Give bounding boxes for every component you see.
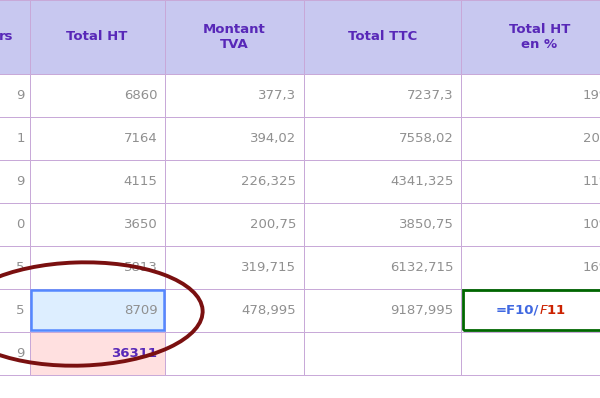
Text: 3850,75: 3850,75 — [399, 218, 454, 230]
Bar — [29, 74, 165, 117]
Bar — [461, 289, 600, 332]
Text: 36311: 36311 — [112, 347, 158, 359]
Text: 478,995: 478,995 — [242, 304, 296, 316]
Bar — [304, 160, 461, 203]
Text: 5: 5 — [16, 304, 25, 316]
Text: 200,75: 200,75 — [250, 218, 296, 230]
Text: 6860: 6860 — [124, 89, 158, 101]
Text: 20%: 20% — [583, 132, 600, 144]
Bar — [165, 289, 304, 332]
Bar — [29, 332, 165, 375]
Text: 8709: 8709 — [124, 304, 158, 316]
Bar — [165, 203, 304, 246]
Bar — [29, 289, 165, 332]
Text: 377,3: 377,3 — [259, 89, 296, 101]
Text: 4115: 4115 — [124, 175, 158, 187]
Bar — [461, 332, 600, 375]
Bar — [0, 117, 29, 160]
Bar — [0, 74, 29, 117]
Text: 19%: 19% — [583, 89, 600, 101]
Text: rs: rs — [0, 30, 13, 43]
Bar — [0, 0, 29, 74]
Text: 226,325: 226,325 — [241, 175, 296, 187]
Bar — [304, 0, 461, 74]
Bar — [461, 160, 600, 203]
Bar — [304, 203, 461, 246]
Text: 5813: 5813 — [124, 261, 158, 273]
Bar — [29, 160, 165, 203]
Bar — [0, 203, 29, 246]
Bar — [304, 289, 461, 332]
Text: 10%: 10% — [583, 218, 600, 230]
Bar — [165, 74, 304, 117]
Text: 9: 9 — [16, 347, 25, 359]
Text: Total HT
en %: Total HT en % — [509, 23, 570, 51]
Text: 6132,715: 6132,715 — [390, 261, 454, 273]
Text: 11%: 11% — [583, 175, 600, 187]
Text: 5: 5 — [16, 261, 25, 273]
Bar — [165, 332, 304, 375]
Bar — [461, 246, 600, 289]
Text: 16%: 16% — [583, 261, 600, 273]
Bar — [461, 74, 600, 117]
Bar — [461, 203, 600, 246]
Bar — [304, 332, 461, 375]
Bar — [29, 117, 165, 160]
Text: 1: 1 — [16, 132, 25, 144]
Text: 7558,02: 7558,02 — [399, 132, 454, 144]
Text: 9: 9 — [16, 89, 25, 101]
Text: 9187,995: 9187,995 — [391, 304, 454, 316]
Text: 319,715: 319,715 — [241, 261, 296, 273]
Text: 394,02: 394,02 — [250, 132, 296, 144]
Bar — [165, 246, 304, 289]
Bar — [0, 160, 29, 203]
Bar — [31, 290, 164, 330]
Bar — [463, 290, 600, 330]
Text: 9: 9 — [16, 175, 25, 187]
Bar — [29, 246, 165, 289]
Bar — [29, 0, 165, 74]
Bar — [0, 289, 29, 332]
Text: Total HT: Total HT — [67, 30, 128, 43]
Bar — [165, 117, 304, 160]
Bar — [304, 246, 461, 289]
Text: =F10/: =F10/ — [496, 304, 539, 316]
Bar — [0, 246, 29, 289]
Text: 3650: 3650 — [124, 218, 158, 230]
Bar — [304, 74, 461, 117]
Bar — [304, 117, 461, 160]
Text: Total TTC: Total TTC — [347, 30, 417, 43]
Bar — [0, 332, 29, 375]
Bar — [165, 160, 304, 203]
Text: 4341,325: 4341,325 — [390, 175, 454, 187]
Text: Montant
TVA: Montant TVA — [203, 23, 266, 51]
Bar — [29, 203, 165, 246]
Text: 7237,3: 7237,3 — [407, 89, 454, 101]
Text: $F$11: $F$11 — [539, 304, 566, 316]
Text: 0: 0 — [16, 218, 25, 230]
Bar — [461, 117, 600, 160]
Bar — [165, 0, 304, 74]
Text: 7164: 7164 — [124, 132, 158, 144]
Bar — [461, 0, 600, 74]
